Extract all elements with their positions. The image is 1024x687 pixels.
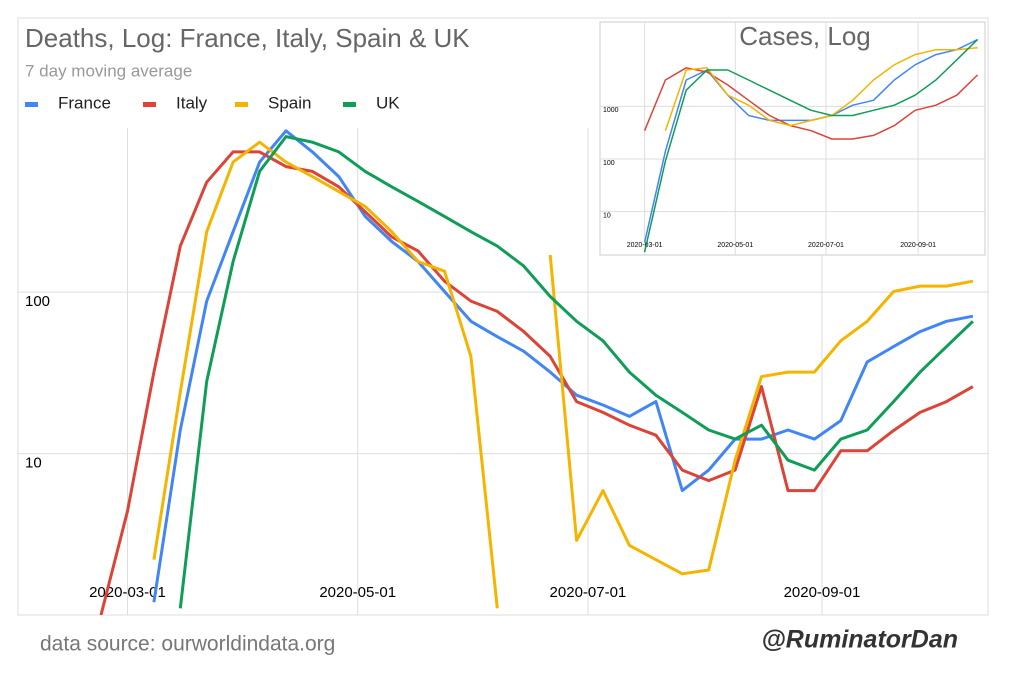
- source-note: data source: ourworldindata.org: [40, 633, 335, 656]
- series-line: [643, 38, 979, 253]
- legend-label: Italy: [176, 93, 208, 112]
- series-line: [152, 140, 974, 609]
- legend-swatch: [143, 102, 156, 107]
- x-tick-label: 2020-07-01: [808, 242, 844, 249]
- handle: @RuminatorDan: [761, 626, 958, 654]
- legend-label: Spain: [268, 93, 311, 112]
- y-tick-label: 100: [603, 160, 615, 167]
- series-line: [664, 46, 978, 131]
- inset-frame: [599, 21, 986, 256]
- legend-label: UK: [376, 93, 400, 112]
- x-tick-label: 2020-09-01: [784, 584, 861, 601]
- x-tick-label: 2020-07-01: [550, 584, 627, 601]
- series-line: [643, 67, 979, 140]
- legend-label: France: [58, 93, 111, 112]
- chart: 2020-03-01 2020-05-01 2020-07-01 2020-09-01…: [599, 21, 986, 256]
- y-tick-label: 10: [603, 212, 611, 219]
- y-tick-label: 100: [25, 293, 50, 310]
- chart-title: Deaths, Log: France, Italy, Spain & UK: [25, 23, 470, 53]
- x-tick-label: 2020-05-01: [717, 242, 753, 249]
- x-tick-label: 2020-09-01: [900, 242, 936, 249]
- legend-swatch: [343, 102, 356, 107]
- legend-swatch: [235, 102, 248, 107]
- y-tick-label: 10: [25, 455, 42, 472]
- chart-subtitle: 7 day moving average: [25, 61, 192, 80]
- x-tick-label: 2020-05-01: [319, 584, 396, 601]
- series-line: [178, 135, 974, 609]
- y-tick-label: 1000: [603, 107, 619, 114]
- legend-swatch: [25, 102, 38, 107]
- x-tick-label: 2020-03-01: [627, 242, 663, 249]
- chart-title: Cases, Log: [739, 21, 871, 51]
